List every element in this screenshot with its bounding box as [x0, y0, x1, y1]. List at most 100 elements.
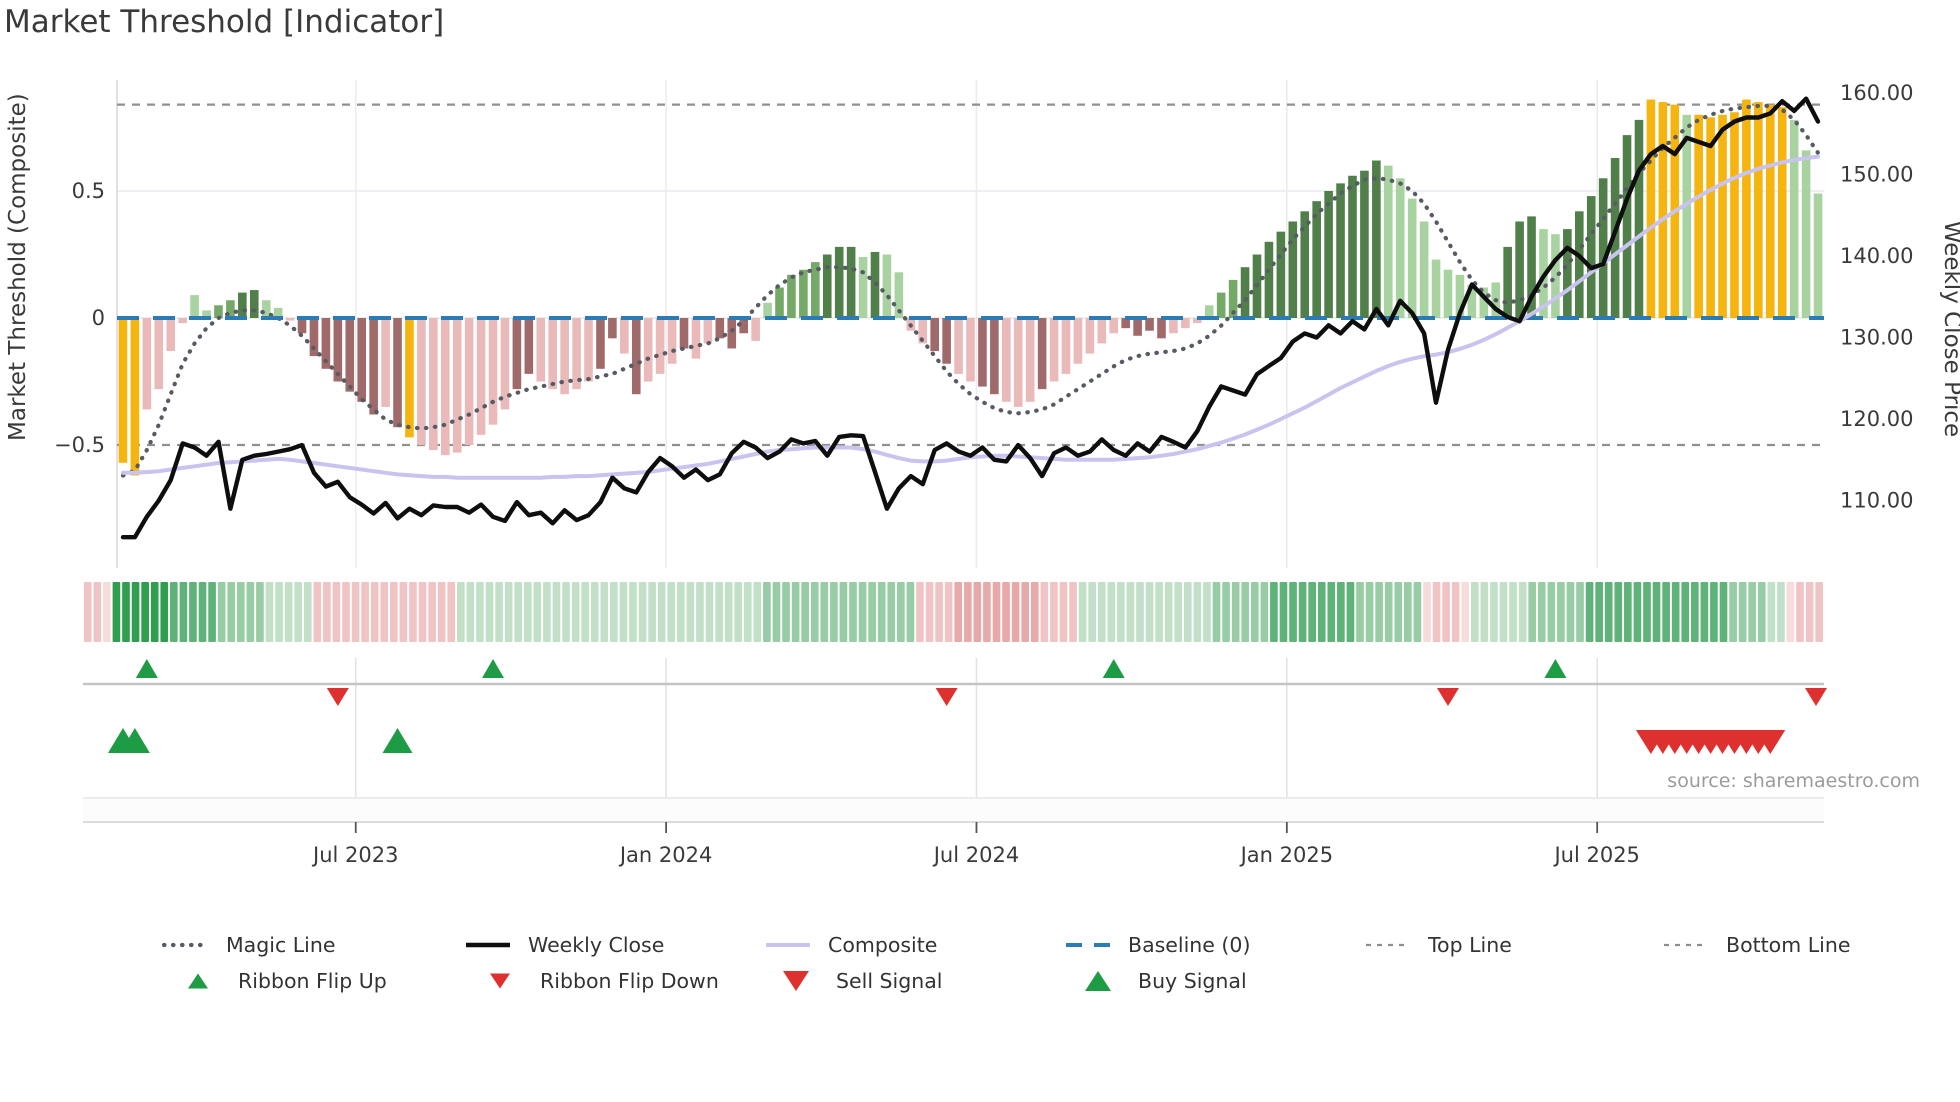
- tri-up-small-legend-icon: [188, 973, 208, 989]
- ribbon-cell: [705, 582, 714, 642]
- histogram-bar: [214, 305, 223, 318]
- histogram-bar: [596, 318, 605, 369]
- legend-label: Ribbon Flip Up: [238, 969, 387, 993]
- histogram-bar: [584, 318, 593, 382]
- ribbon-cell: [925, 582, 934, 642]
- solid-lavender-legend-icon: [766, 943, 810, 947]
- ribbon-cell: [332, 582, 341, 642]
- legend-label: Magic Line: [226, 933, 336, 957]
- ribbon-cell: [323, 582, 331, 642]
- source-attribution: source: sharemaestro.com: [1667, 770, 1920, 792]
- ribbon-cell: [1566, 582, 1575, 642]
- ribbon-cell: [1815, 582, 1823, 642]
- ribbon-cell: [1250, 582, 1259, 642]
- ribbon-cell: [963, 582, 972, 642]
- ribbon-cell: [122, 582, 130, 642]
- histogram-bar: [954, 318, 963, 374]
- histogram-bar: [1240, 267, 1250, 318]
- ribbon-cell: [1413, 582, 1422, 642]
- ribbon-cell: [877, 582, 886, 642]
- histogram-bar: [309, 318, 319, 357]
- ribbon-cell: [1652, 582, 1661, 642]
- ribbon-cell: [1088, 582, 1096, 642]
- ribbon-cell: [93, 582, 102, 642]
- weekly-close-line: [120, 96, 1821, 540]
- histogram-bar: [1730, 112, 1739, 318]
- histogram-bar: [1407, 198, 1417, 318]
- ribbon-cell: [1423, 582, 1431, 642]
- ribbon-cell: [1212, 582, 1221, 642]
- histogram-bar: [285, 318, 295, 321]
- right-axis-tick: 150.00: [1840, 163, 1913, 187]
- histogram-bar: [1646, 99, 1656, 318]
- ribbon-flip-up-marker: [135, 659, 158, 678]
- histogram-bar: [775, 287, 784, 318]
- histogram-bar: [1765, 104, 1775, 318]
- ribbon-cell: [1365, 582, 1374, 642]
- histogram-bar: [130, 318, 140, 476]
- histogram-bar: [1216, 292, 1226, 318]
- ribbon-cell: [1547, 582, 1556, 642]
- histogram-bar: [429, 318, 438, 451]
- histogram-bar: [440, 318, 450, 456]
- ribbon-cell: [380, 582, 389, 642]
- histogram-bar: [464, 318, 474, 445]
- ribbon-cell: [160, 582, 169, 642]
- histogram-bar: [1455, 274, 1465, 318]
- right-axis-tick: 110.00: [1840, 489, 1913, 513]
- ribbon-cell: [830, 582, 838, 642]
- ribbon-cell: [523, 582, 532, 642]
- ribbon-cell: [246, 582, 255, 642]
- ribbon-cell: [1662, 582, 1670, 642]
- ribbon-cell: [1279, 582, 1288, 642]
- histogram-bar: [1073, 318, 1083, 364]
- ribbon-cell: [1700, 582, 1709, 642]
- ribbon-cell: [342, 582, 350, 642]
- histogram-bar: [238, 292, 247, 318]
- ribbon-cell: [217, 582, 226, 642]
- ribbon-cell: [514, 582, 523, 642]
- ribbon-cell: [141, 582, 149, 642]
- ribbon-cell: [533, 582, 542, 642]
- ribbon-cell: [638, 582, 647, 642]
- legend-item-bottom-line: Bottom Line: [1660, 930, 1850, 960]
- ribbon-cell: [466, 582, 475, 642]
- histogram-bar: [1706, 117, 1715, 318]
- ribbon-cell: [236, 582, 245, 642]
- ribbon-cell: [1097, 582, 1106, 642]
- ribbon-cell: [810, 582, 819, 642]
- histogram-bar: [1193, 318, 1202, 324]
- ribbon-cell: [1308, 582, 1317, 642]
- ribbon-cell: [1145, 582, 1154, 642]
- ribbon-cell: [581, 582, 589, 642]
- ribbon-cell: [1729, 582, 1737, 642]
- histogram-bar: [1300, 211, 1310, 318]
- x-axis-tick-label: Jan 2024: [618, 843, 713, 867]
- histogram-bar: [846, 246, 856, 318]
- histogram-bar: [357, 318, 367, 402]
- ribbon-flip-down-marker: [1436, 688, 1459, 706]
- ribbon-flip-up-marker: [482, 659, 505, 678]
- histogram-bar: [560, 318, 569, 395]
- histogram-bar: [739, 318, 748, 334]
- left-axis-tick: 0.5: [72, 179, 105, 203]
- histogram-bar: [1443, 269, 1453, 318]
- ribbon-cell: [1681, 582, 1690, 642]
- histogram-bar: [918, 318, 928, 344]
- ribbon-cell: [1050, 582, 1058, 642]
- histogram-bar: [966, 318, 975, 382]
- histogram-bar: [858, 257, 868, 318]
- ribbon-cell: [1375, 582, 1383, 642]
- ribbon-cell: [753, 582, 762, 642]
- ribbon-cell: [495, 582, 503, 642]
- ribbon-cell: [1078, 582, 1087, 642]
- ribbon-cell: [667, 582, 676, 642]
- ribbon-cell: [724, 582, 733, 642]
- histogram-bar: [894, 272, 904, 318]
- ribbon-cell: [552, 582, 561, 642]
- legend-item-buy-signal: Buy Signal: [1072, 966, 1247, 996]
- ribbon-cell: [1002, 582, 1010, 642]
- histogram-bar: [1622, 135, 1632, 318]
- histogram-bar: [763, 302, 772, 318]
- histogram-bar: [536, 318, 546, 382]
